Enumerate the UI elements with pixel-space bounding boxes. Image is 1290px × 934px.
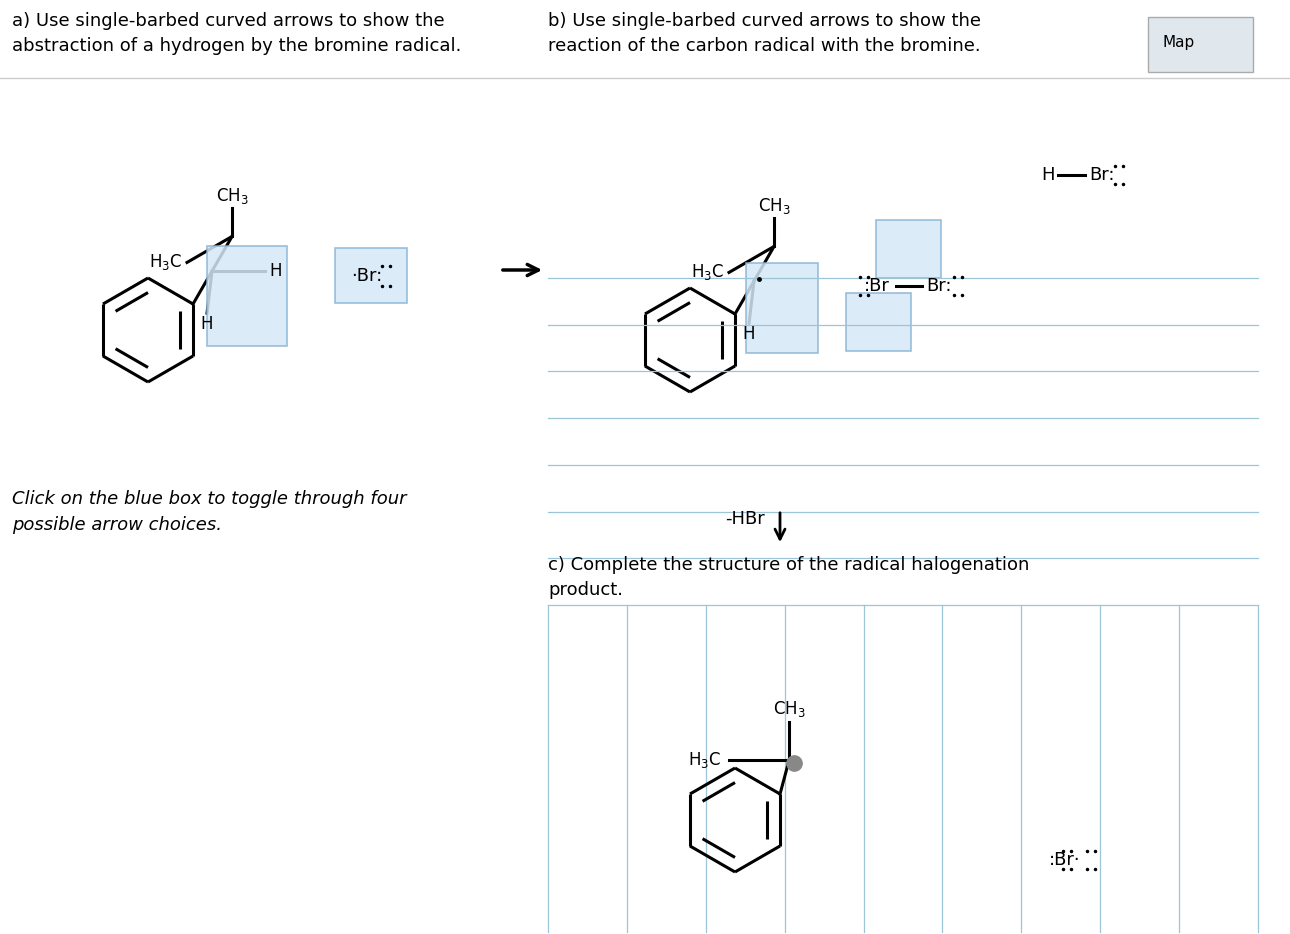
- Text: a) Use single-barbed curved arrows to show the
abstraction of a hydrogen by the : a) Use single-barbed curved arrows to sh…: [12, 12, 462, 55]
- Bar: [206, 246, 288, 347]
- Bar: [548, 605, 1258, 932]
- Text: :Br·: :Br·: [1049, 851, 1081, 869]
- Text: CH$_3$: CH$_3$: [215, 187, 249, 206]
- Bar: [335, 248, 408, 304]
- Text: H$_3$C: H$_3$C: [690, 262, 724, 282]
- Text: H: H: [1041, 166, 1055, 184]
- Text: H: H: [201, 315, 213, 333]
- Text: CH$_3$: CH$_3$: [773, 700, 805, 719]
- Text: Br:: Br:: [1089, 166, 1115, 184]
- Text: ·Br:: ·Br:: [351, 267, 383, 285]
- Text: CH$_3$: CH$_3$: [757, 196, 791, 217]
- Text: c) Complete the structure of the radical halogenation
product.: c) Complete the structure of the radical…: [548, 556, 1029, 599]
- Bar: [876, 220, 940, 278]
- Bar: [746, 263, 818, 353]
- Text: H$_3$C: H$_3$C: [688, 750, 721, 771]
- Bar: [846, 293, 911, 351]
- Text: Map: Map: [1164, 35, 1196, 50]
- Text: b) Use single-barbed curved arrows to show the
reaction of the carbon radical wi: b) Use single-barbed curved arrows to sh…: [548, 12, 980, 55]
- Text: H$_3$C: H$_3$C: [148, 252, 182, 273]
- Text: Click on the blue box to toggle through four
possible arrow choices.: Click on the blue box to toggle through …: [12, 490, 406, 534]
- Text: H: H: [743, 325, 755, 343]
- Text: :Br: :Br: [864, 277, 890, 295]
- Bar: [1148, 17, 1253, 72]
- Text: -HBr: -HBr: [725, 510, 765, 528]
- Text: H: H: [270, 262, 281, 280]
- Text: Br:: Br:: [926, 277, 952, 295]
